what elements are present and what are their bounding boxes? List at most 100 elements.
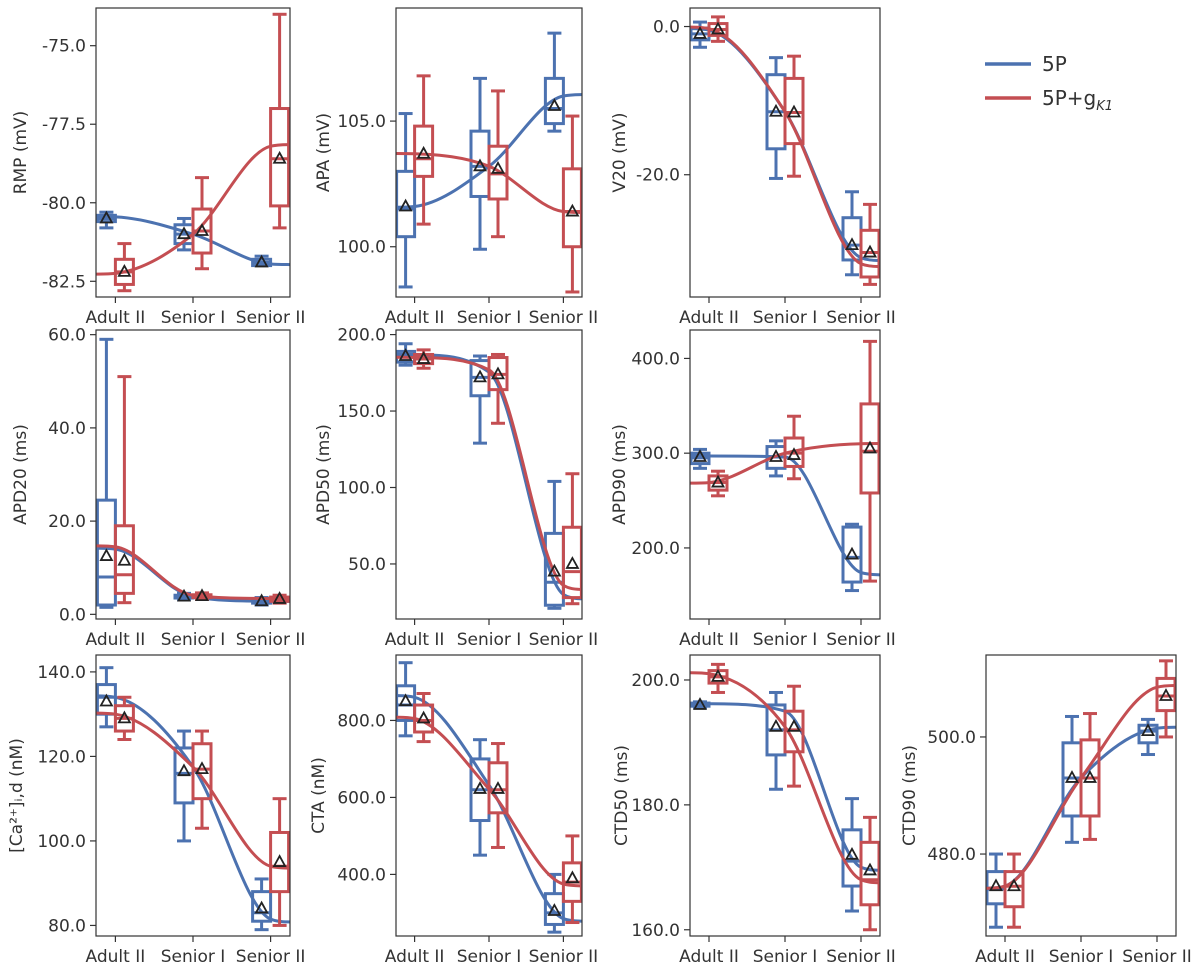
mean-marker xyxy=(176,763,192,777)
box-adult-ii xyxy=(96,337,117,609)
mean-marker xyxy=(565,203,580,217)
mean-marker xyxy=(416,710,431,724)
x-tick-label: Senior II xyxy=(529,947,599,967)
y-tick-label: 160.0 xyxy=(631,921,680,941)
series-5p-gk1 xyxy=(690,662,880,932)
box-senior-i xyxy=(191,176,213,271)
y-tick-label: -20.0 xyxy=(636,166,680,186)
mean-marker xyxy=(117,710,132,724)
mean-marker xyxy=(1006,878,1022,892)
mean-marker xyxy=(547,903,562,916)
mean-marker xyxy=(565,556,580,569)
legend-label-5p-gk1: 5P+gK1 xyxy=(1042,86,1113,114)
mean-marker xyxy=(398,348,413,361)
iqr-box xyxy=(783,709,805,754)
legend-subscript: K1 xyxy=(1096,99,1113,114)
x-tick-label: Senior II xyxy=(826,308,896,328)
x-tick-label: Senior I xyxy=(457,308,522,328)
mean-marker xyxy=(416,145,431,159)
iqr-box xyxy=(96,683,117,716)
iqr-box xyxy=(269,107,290,208)
iqr-box xyxy=(113,524,135,595)
x-tick-label: Senior I xyxy=(161,947,226,967)
iqr-box xyxy=(396,169,417,239)
y-tick-label: 600.0 xyxy=(337,788,386,808)
box-senior-ii xyxy=(561,472,582,606)
panel-frame xyxy=(689,329,881,620)
y-axis-label: APD90 (ms) xyxy=(610,424,630,525)
mean-marker xyxy=(194,588,210,602)
y-tick-label: 480.0 xyxy=(927,845,976,865)
mean-marker xyxy=(490,160,506,174)
iqr-box xyxy=(561,167,582,249)
x-tick-label: Adult II xyxy=(86,308,146,328)
box-adult-ii xyxy=(113,695,135,742)
series-5p-gk1 xyxy=(96,375,290,605)
x-tick-label: Senior I xyxy=(161,630,226,650)
x-tick-label: Senior II xyxy=(529,308,599,328)
y-tick-label: 150.0 xyxy=(337,402,386,422)
mean-marker xyxy=(272,150,287,164)
panel-apd20: 0.0 20.0 40.0 60.0 Adult II Senior I Senior II… xyxy=(11,326,305,650)
iqr-box xyxy=(269,830,290,894)
y-tick-label: 400.0 xyxy=(631,349,680,369)
mean-marker xyxy=(117,264,132,277)
y-axis-label: [Ca²⁺]ᵢ,d (nM) xyxy=(7,738,27,853)
mean-marker xyxy=(710,21,726,35)
plot-area xyxy=(690,662,880,932)
box-senior-ii xyxy=(543,479,565,610)
mean-marker xyxy=(862,244,878,258)
panel-apd50: 50.0 100.0 150.0 200.0 Adult II Senior I Senio… xyxy=(314,326,598,650)
y-axis-label: APD50 (ms) xyxy=(314,424,334,525)
trend-line xyxy=(690,702,880,872)
box-senior-ii xyxy=(859,339,880,583)
box-senior-i xyxy=(765,56,787,180)
box-senior-ii xyxy=(841,797,863,913)
mean-marker xyxy=(194,223,210,236)
mean-marker xyxy=(398,198,413,212)
box-senior-i xyxy=(783,684,805,788)
y-tick-label: 60.0 xyxy=(48,326,86,346)
y-tick-label: 500.0 xyxy=(927,728,976,748)
mean-marker xyxy=(490,366,506,380)
box-senior-ii xyxy=(269,797,290,927)
mean-marker xyxy=(692,26,708,39)
x-tick-label: Adult II xyxy=(86,630,146,650)
panel-frame xyxy=(689,7,881,298)
mean-marker xyxy=(416,351,431,364)
mean-marker xyxy=(844,237,860,251)
series-5p-gk1 xyxy=(96,695,290,927)
trend-line xyxy=(96,143,290,276)
y-tick-label: 400.0 xyxy=(337,865,386,885)
panel-apd90: 200.0 300.0 400.0 Adult II Senior I Senior II… xyxy=(610,329,896,650)
mean-marker xyxy=(254,593,269,607)
legend-label-5p: 5P xyxy=(1042,52,1067,76)
trend-line xyxy=(690,671,880,885)
iqr-box xyxy=(251,890,273,923)
mean-marker xyxy=(472,781,488,794)
iqr-box xyxy=(413,124,435,178)
y-axis-label: CTA (nM) xyxy=(309,757,329,834)
series-5p-gk1 xyxy=(690,339,880,583)
series-5p-gk1 xyxy=(396,691,582,925)
y-tick-label: 105.0 xyxy=(337,112,386,132)
y-tick-label: 0.0 xyxy=(653,18,680,38)
x-tick-label: Adult II xyxy=(385,947,445,967)
panel-ctd50: 160.0 180.0 200.0 Adult II Senior I Senior II… xyxy=(612,654,896,967)
trend-line xyxy=(986,683,1176,890)
mean-marker xyxy=(692,697,708,710)
y-tick-label: 100.0 xyxy=(337,478,386,498)
y-tick-label: 0.0 xyxy=(59,605,86,625)
mean-marker xyxy=(398,693,413,707)
plot-area xyxy=(96,12,290,293)
mean-marker xyxy=(786,718,802,732)
plot-area xyxy=(986,659,1176,929)
panel-v20: -20.0 0.0 Adult II Senior I Senior II V20 (mV… xyxy=(610,7,896,328)
x-tick-label: Senior II xyxy=(1122,947,1192,967)
panel-apa: 100.0 105.0 Adult II Senior I Senior II APA (… xyxy=(314,7,599,328)
x-tick-label: Senior I xyxy=(457,630,522,650)
panel-frame xyxy=(95,7,291,298)
iqr-box xyxy=(96,498,117,607)
mean-marker xyxy=(99,548,114,561)
